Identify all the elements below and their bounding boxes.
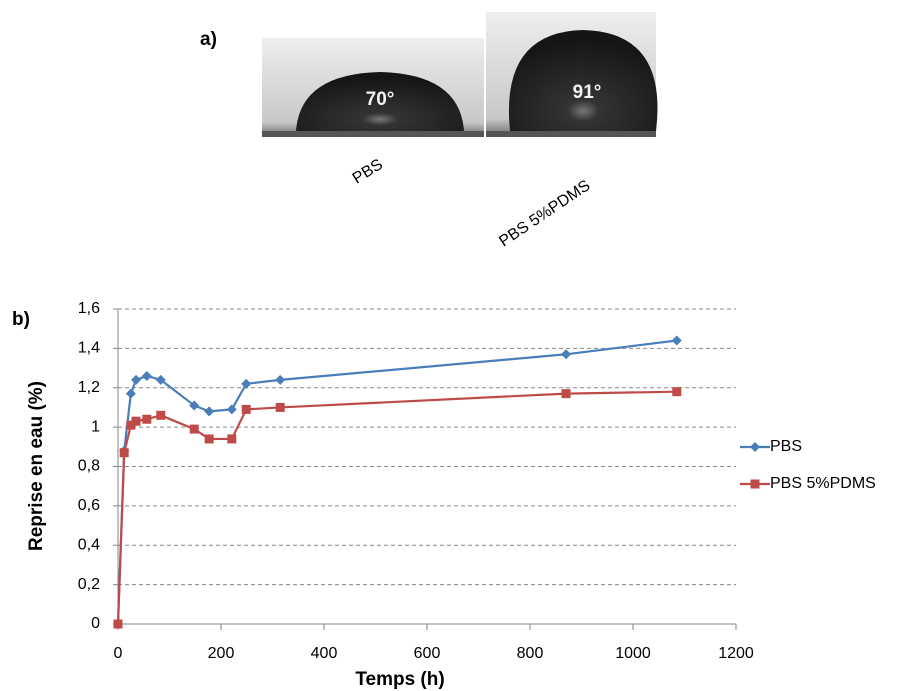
droplet-image: 70° <box>262 38 484 137</box>
data-point <box>155 374 166 385</box>
data-point <box>131 374 142 385</box>
y-axis-title: Reprise en eau (%) <box>26 381 47 551</box>
x-tick-label: 1000 <box>615 645 651 662</box>
series-line <box>116 339 677 625</box>
contact-angle: 91° <box>573 82 602 103</box>
x-tick-label: 0 <box>114 645 123 662</box>
legend-marker <box>750 442 760 452</box>
data-point <box>275 374 286 385</box>
panel-label: a) <box>200 29 217 50</box>
x-tick-label: 200 <box>208 645 235 662</box>
y-tick-label: 0,6 <box>78 497 100 514</box>
y-tick-label: 1,2 <box>78 379 100 396</box>
y-tick-label: 1,6 <box>78 300 100 317</box>
data-point <box>241 404 251 414</box>
data-point <box>226 404 237 415</box>
legend-label: PBS 5%PDMS <box>770 475 876 492</box>
y-tick-label: 0 <box>91 615 100 632</box>
data-point <box>156 410 166 420</box>
legend-marker <box>750 479 760 489</box>
x-tick-label: 800 <box>517 645 544 662</box>
data-point <box>142 414 152 424</box>
data-point <box>141 370 152 381</box>
panel-label: b) <box>12 309 30 330</box>
data-point <box>189 400 200 411</box>
data-point <box>125 388 136 399</box>
data-point <box>131 416 141 426</box>
data-point <box>241 378 252 389</box>
x-tick-label: 400 <box>311 645 338 662</box>
y-tick-label: 1 <box>91 418 100 435</box>
data-point <box>119 448 129 458</box>
data-point <box>672 387 682 397</box>
data-point <box>561 389 571 399</box>
data-point <box>126 420 136 430</box>
image-caption: PBS <box>350 156 386 187</box>
series-line <box>116 390 677 625</box>
data-point <box>671 335 682 346</box>
x-tick-label: 1200 <box>718 645 754 662</box>
data-point <box>113 619 123 629</box>
data-point <box>227 434 237 444</box>
y-tick-label: 0,2 <box>78 576 100 593</box>
y-tick-label: 0,8 <box>78 458 100 475</box>
x-tick-label: 600 <box>414 645 441 662</box>
y-tick-label: 1,4 <box>78 340 100 357</box>
droplet-image: 91° <box>486 12 658 137</box>
data-point <box>561 349 572 360</box>
image-caption: PBS 5%PDMS <box>496 177 593 250</box>
y-tick-label: 0,4 <box>78 536 100 553</box>
legend-label: PBS <box>770 438 802 455</box>
data-point <box>189 424 199 434</box>
x-axis-title: Temps (h) <box>355 669 444 690</box>
data-point <box>204 406 215 417</box>
contact-angle: 70° <box>366 89 395 110</box>
data-point <box>275 402 285 412</box>
data-point <box>204 434 214 444</box>
